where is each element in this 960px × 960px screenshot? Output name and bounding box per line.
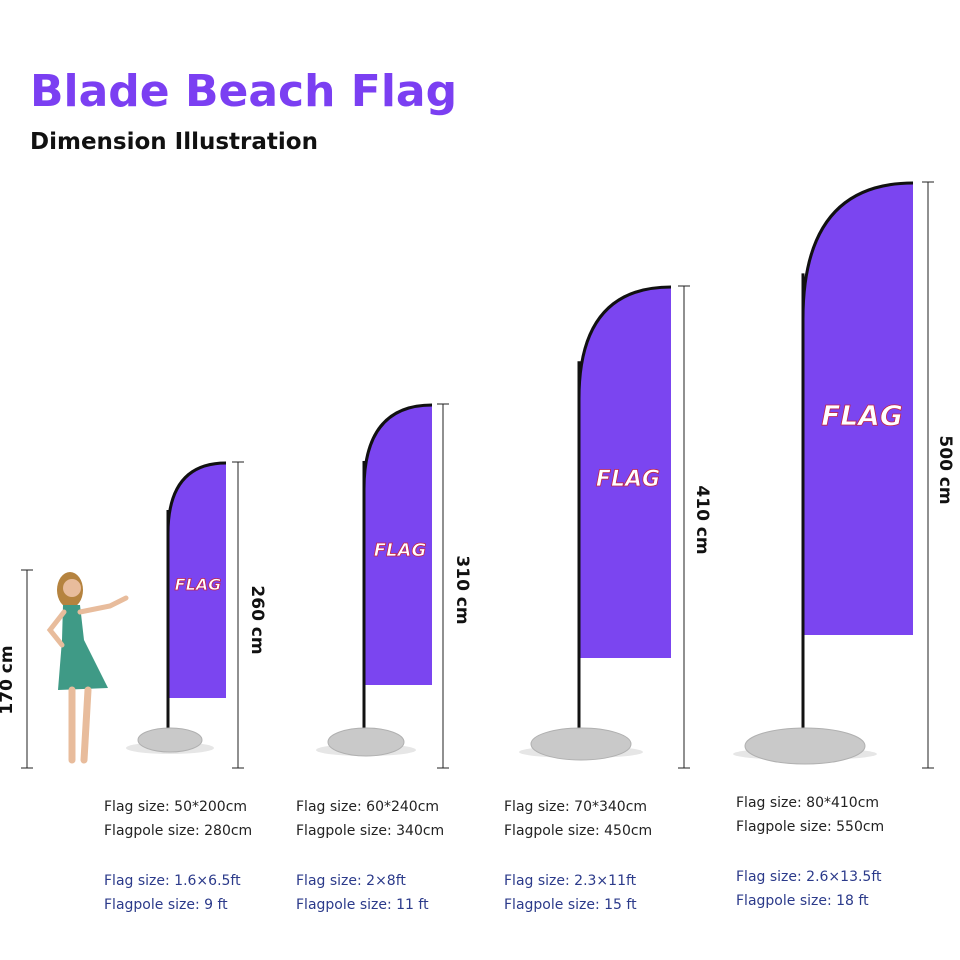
flag-logo: FLAG [821,399,903,432]
person [46,572,129,764]
person-dimension [21,569,33,769]
flag-edge [166,461,227,698]
pole-size-ft: Flagpole size: 15 ft [504,897,637,913]
flag [803,183,913,635]
flag [168,463,226,698]
flag-size-ft: Flag size: 2×8ft [296,873,406,889]
pole-size-ft: Flagpole size: 9 ft [104,897,228,913]
flag-size: Flag size: 60*240cm [296,799,439,815]
base [530,727,632,761]
flag-size: Flag size: 70*340cm [504,799,647,815]
flag-height: 310 cm [452,555,472,624]
flag-edge [362,403,433,685]
base [327,727,405,757]
flag-height: 260 cm [247,585,267,654]
flag [579,287,671,658]
flag-height: 410 cm [692,485,712,554]
flag-edge [801,181,914,635]
flag-size-ft: Flag size: 1.6×6.5ft [104,873,241,889]
pole-size: Flagpole size: 340cm [296,823,444,839]
base [744,727,866,765]
flag-size: Flag size: 50*200cm [104,799,247,815]
person-height: 170 cm [0,645,17,714]
flag-height: 500 cm [935,435,955,504]
pole-size-ft: Flagpole size: 11 ft [296,897,429,913]
pole-size: Flagpole size: 450cm [504,823,652,839]
pole-size: Flagpole size: 280cm [104,823,252,839]
pole-size: Flagpole size: 550cm [736,819,884,835]
pole-size-ft: Flagpole size: 18 ft [736,893,869,909]
flag-logo: FLAG [175,575,222,594]
flag-logo: FLAG [374,540,426,561]
flag [364,405,432,685]
title: Blade Beach Flag [30,66,457,117]
base [137,727,203,753]
flag-size-ft: Flag size: 2.6×13.5ft [736,869,882,885]
flag-edge [577,285,672,658]
subtitle: Dimension Illustration [30,129,318,155]
flag-size: Flag size: 80*410cm [736,795,879,811]
flag-logo: FLAG [596,467,660,492]
flag-size-ft: Flag size: 2.3×11ft [504,873,637,889]
